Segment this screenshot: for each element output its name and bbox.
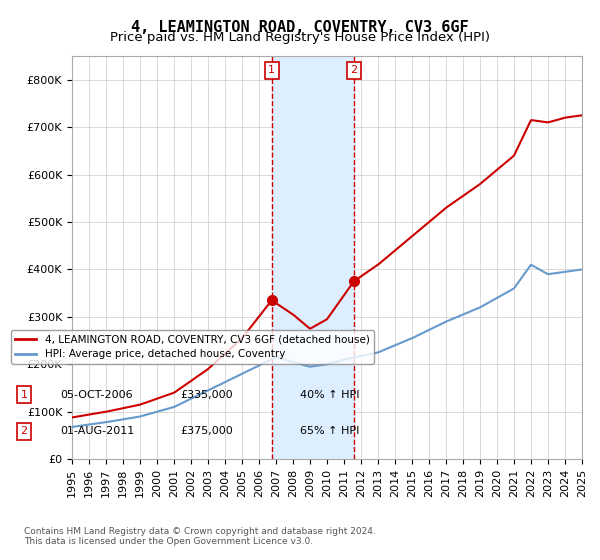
Text: 1: 1: [268, 65, 275, 75]
Text: £375,000: £375,000: [180, 426, 233, 436]
Text: 40% ↑ HPI: 40% ↑ HPI: [300, 390, 359, 400]
Text: Price paid vs. HM Land Registry's House Price Index (HPI): Price paid vs. HM Land Registry's House …: [110, 31, 490, 44]
Text: 05-OCT-2006: 05-OCT-2006: [60, 390, 133, 400]
Bar: [272, 56, 354, 459]
Text: 2: 2: [350, 65, 358, 75]
Text: 65% ↑ HPI: 65% ↑ HPI: [300, 426, 359, 436]
Text: 2: 2: [20, 426, 28, 436]
Text: Contains HM Land Registry data © Crown copyright and database right 2024.
This d: Contains HM Land Registry data © Crown c…: [24, 526, 376, 546]
Text: 1: 1: [20, 390, 28, 400]
Text: £335,000: £335,000: [180, 390, 233, 400]
Text: 01-AUG-2011: 01-AUG-2011: [60, 426, 134, 436]
Text: 4, LEAMINGTON ROAD, COVENTRY, CV3 6GF: 4, LEAMINGTON ROAD, COVENTRY, CV3 6GF: [131, 20, 469, 35]
Legend: 4, LEAMINGTON ROAD, COVENTRY, CV3 6GF (detached house), HPI: Average price, deta: 4, LEAMINGTON ROAD, COVENTRY, CV3 6GF (d…: [11, 330, 374, 363]
